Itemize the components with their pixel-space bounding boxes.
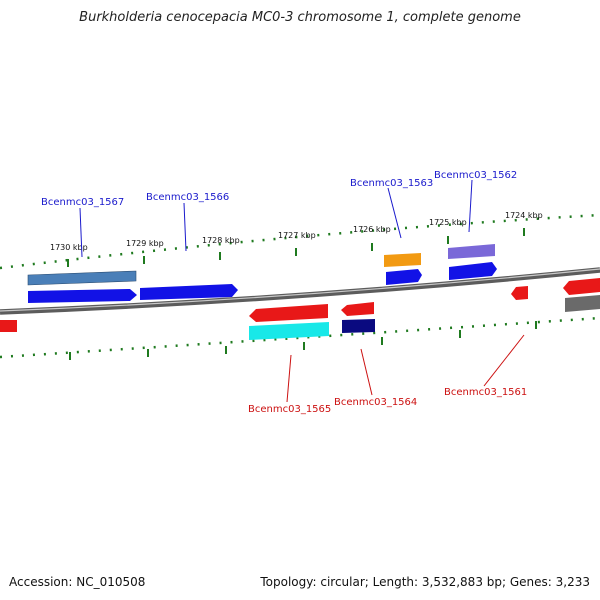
gene-label[interactable]: Bcenmc03_1562 <box>434 170 517 181</box>
gene-feature-left-edge[interactable] <box>0 320 17 332</box>
gene-feature-1564-inner[interactable] <box>342 319 375 333</box>
inner-tick-ring <box>0 316 600 359</box>
gene-feature-1563-outer[interactable] <box>384 253 421 267</box>
gene-feature-1565-inner[interactable] <box>249 322 329 340</box>
leader-line <box>483 334 525 387</box>
gene-feature-right-edge-inner[interactable] <box>565 295 600 312</box>
gene-feature-1565[interactable] <box>249 304 328 322</box>
tick-label: 1725 kbp <box>429 218 467 227</box>
outer-tick-ring <box>0 213 600 270</box>
gene-label[interactable]: Bcenmc03_1561 <box>444 387 527 398</box>
tick-label: 1724 kbp <box>505 211 543 220</box>
leader-line <box>286 354 292 403</box>
gene-label[interactable]: Bcenmc03_1567 <box>41 197 124 208</box>
inner-major-ticks <box>69 321 537 360</box>
tick-label: 1728 kbp <box>202 236 240 245</box>
accession-text: Accession: NC_010508 <box>9 575 146 589</box>
gene-feature-1566[interactable] <box>140 284 238 300</box>
gene-feature-1562[interactable] <box>449 262 497 280</box>
gene-feature-1564[interactable] <box>341 302 374 316</box>
gene-feature-1567[interactable] <box>28 289 137 303</box>
gene-feature-1567-outer[interactable] <box>27 270 137 286</box>
leader-line <box>468 179 473 233</box>
leader-line <box>183 202 187 252</box>
tick-label: 1730 kbp <box>50 243 88 252</box>
chromosome-backbone <box>0 267 600 315</box>
gene-feature-1563[interactable] <box>386 269 422 285</box>
gene-label[interactable]: Bcenmc03_1564 <box>334 397 417 408</box>
leader-line <box>387 187 402 239</box>
outer-major-ticks <box>67 228 525 267</box>
genome-summary-text: Topology: circular; Length: 3,532,883 bp… <box>260 575 590 589</box>
leader-line <box>360 348 373 396</box>
gene-label[interactable]: Bcenmc03_1565 <box>248 404 331 415</box>
gene-feature-1561[interactable] <box>511 286 528 300</box>
gene-feature-right-edge[interactable] <box>563 278 600 295</box>
gene-label[interactable]: Bcenmc03_1563 <box>350 178 433 189</box>
tick-label: 1727 kbp <box>278 231 316 240</box>
map-title: Burkholderia cenocepacia MC0-3 chromosom… <box>79 10 521 25</box>
tick-label: 1729 kbp <box>126 239 164 248</box>
leader-line <box>79 207 83 258</box>
gene-label[interactable]: Bcenmc03_1566 <box>146 192 229 203</box>
tick-label: 1726 kbp <box>353 225 391 234</box>
gene-feature-1562-outer[interactable] <box>448 244 495 259</box>
